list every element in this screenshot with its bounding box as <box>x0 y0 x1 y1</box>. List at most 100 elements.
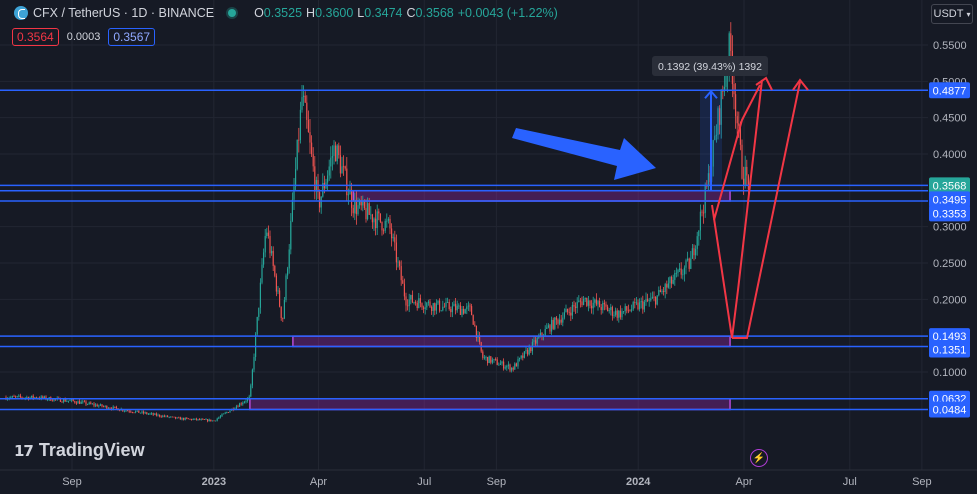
candle-body <box>453 303 455 307</box>
candle-body <box>351 189 353 208</box>
candle-body <box>618 310 620 318</box>
buy-price-button[interactable]: 0.3567 <box>108 28 156 46</box>
candle-body <box>352 207 354 214</box>
candle-body <box>91 403 93 405</box>
lightning-icon[interactable]: ⚡ <box>750 449 768 467</box>
candle-body <box>610 307 612 311</box>
candle-body <box>18 395 20 397</box>
candle-body <box>240 403 242 405</box>
candle-body <box>255 334 257 357</box>
zone-rect <box>352 189 731 202</box>
candle-body <box>115 406 117 409</box>
candle-body <box>229 410 231 413</box>
candle-body <box>34 397 36 399</box>
candle-body <box>112 406 114 410</box>
price-axis[interactable]: 0.55000.50000.45000.40000.35000.30000.25… <box>928 0 977 470</box>
candle-body <box>248 396 250 399</box>
candle-body <box>459 305 461 315</box>
candle-body <box>359 200 361 206</box>
candle-body <box>394 237 396 243</box>
candle-body <box>88 402 90 405</box>
candle-body <box>199 419 201 420</box>
candle-body <box>295 169 297 187</box>
candle-body <box>675 272 677 274</box>
candle-body <box>59 398 61 402</box>
candle-body <box>515 363 517 367</box>
candle-body <box>357 205 359 215</box>
candle-body <box>725 75 727 87</box>
candle-body <box>330 157 332 167</box>
candle-body <box>63 399 65 403</box>
candle-body <box>719 108 721 125</box>
candle-body <box>586 297 588 306</box>
candle-body <box>560 319 562 323</box>
candle-body <box>195 418 197 420</box>
candle-body <box>173 416 175 418</box>
candle-body <box>339 155 341 174</box>
candle-body <box>408 299 410 307</box>
candle-body <box>205 419 207 421</box>
candle-body <box>698 230 700 237</box>
candle-body <box>235 406 237 409</box>
candle-body <box>327 175 329 183</box>
candle-body <box>482 351 484 358</box>
candle-body <box>509 364 511 371</box>
candle-body <box>629 310 631 312</box>
candle-body <box>552 319 554 329</box>
candle-body <box>104 405 106 407</box>
candle-body <box>621 311 623 318</box>
candle-body <box>251 369 253 386</box>
candle-body <box>75 402 77 404</box>
candle-body <box>213 420 215 422</box>
currency-selector[interactable]: USDT ▾ <box>931 4 973 24</box>
horizontal-levels[interactable] <box>0 89 928 411</box>
candle-body <box>130 411 132 413</box>
candle-body <box>613 314 615 316</box>
sell-price-button[interactable]: 0.3564 <box>12 28 59 46</box>
price-tick-label: 0.2000 <box>933 294 967 306</box>
drawing-tools[interactable]: 0.1392 (39.43%) 1392 <box>512 56 809 339</box>
candle-body <box>551 319 553 332</box>
candle-body <box>19 395 21 398</box>
candle-body <box>242 402 244 405</box>
candle-body <box>573 304 575 307</box>
candle-body <box>607 306 609 312</box>
candle-body <box>717 108 719 135</box>
candle-body <box>269 235 271 254</box>
candle-body <box>693 248 695 256</box>
price-level-tag-label: 0.3495 <box>933 194 967 206</box>
candle-body <box>517 359 519 367</box>
candle-body <box>707 173 709 187</box>
candle-body <box>535 340 537 344</box>
candle-body <box>743 178 745 185</box>
candle-body <box>279 290 281 307</box>
candle-body <box>495 359 497 360</box>
candle-body <box>237 406 239 408</box>
price-level-tag-label: 0.0484 <box>933 404 967 416</box>
candle-body <box>451 306 453 313</box>
price-tick-label: 0.5500 <box>933 40 967 52</box>
projection-arrow-2 <box>732 81 801 339</box>
projection-arrowhead-2 <box>792 78 809 91</box>
candle-body <box>616 310 618 318</box>
price-level-tag <box>929 205 970 222</box>
candle-body <box>479 335 481 343</box>
candle-body <box>336 145 338 162</box>
candle-body <box>690 258 692 269</box>
time-tick-label: Apr <box>310 476 327 488</box>
candle-body <box>264 236 266 253</box>
candle-body <box>701 211 703 213</box>
candle-body <box>77 401 79 404</box>
candle-body <box>671 276 673 284</box>
candle-body <box>739 125 741 145</box>
candle-body <box>602 302 604 311</box>
symbol-title[interactable]: CFX / TetherUS · 1D · BINANCE <box>33 6 215 20</box>
candle-body <box>215 420 217 422</box>
price-level-tag-label: 0.3353 <box>933 208 967 220</box>
candle-body <box>376 211 378 229</box>
candle-body <box>45 396 47 400</box>
candle-body <box>253 356 255 370</box>
time-axis[interactable]: Sep 2023 Apr Jul Sep 2024 Apr Jul Sep <box>0 469 977 488</box>
candle-body <box>432 303 434 311</box>
